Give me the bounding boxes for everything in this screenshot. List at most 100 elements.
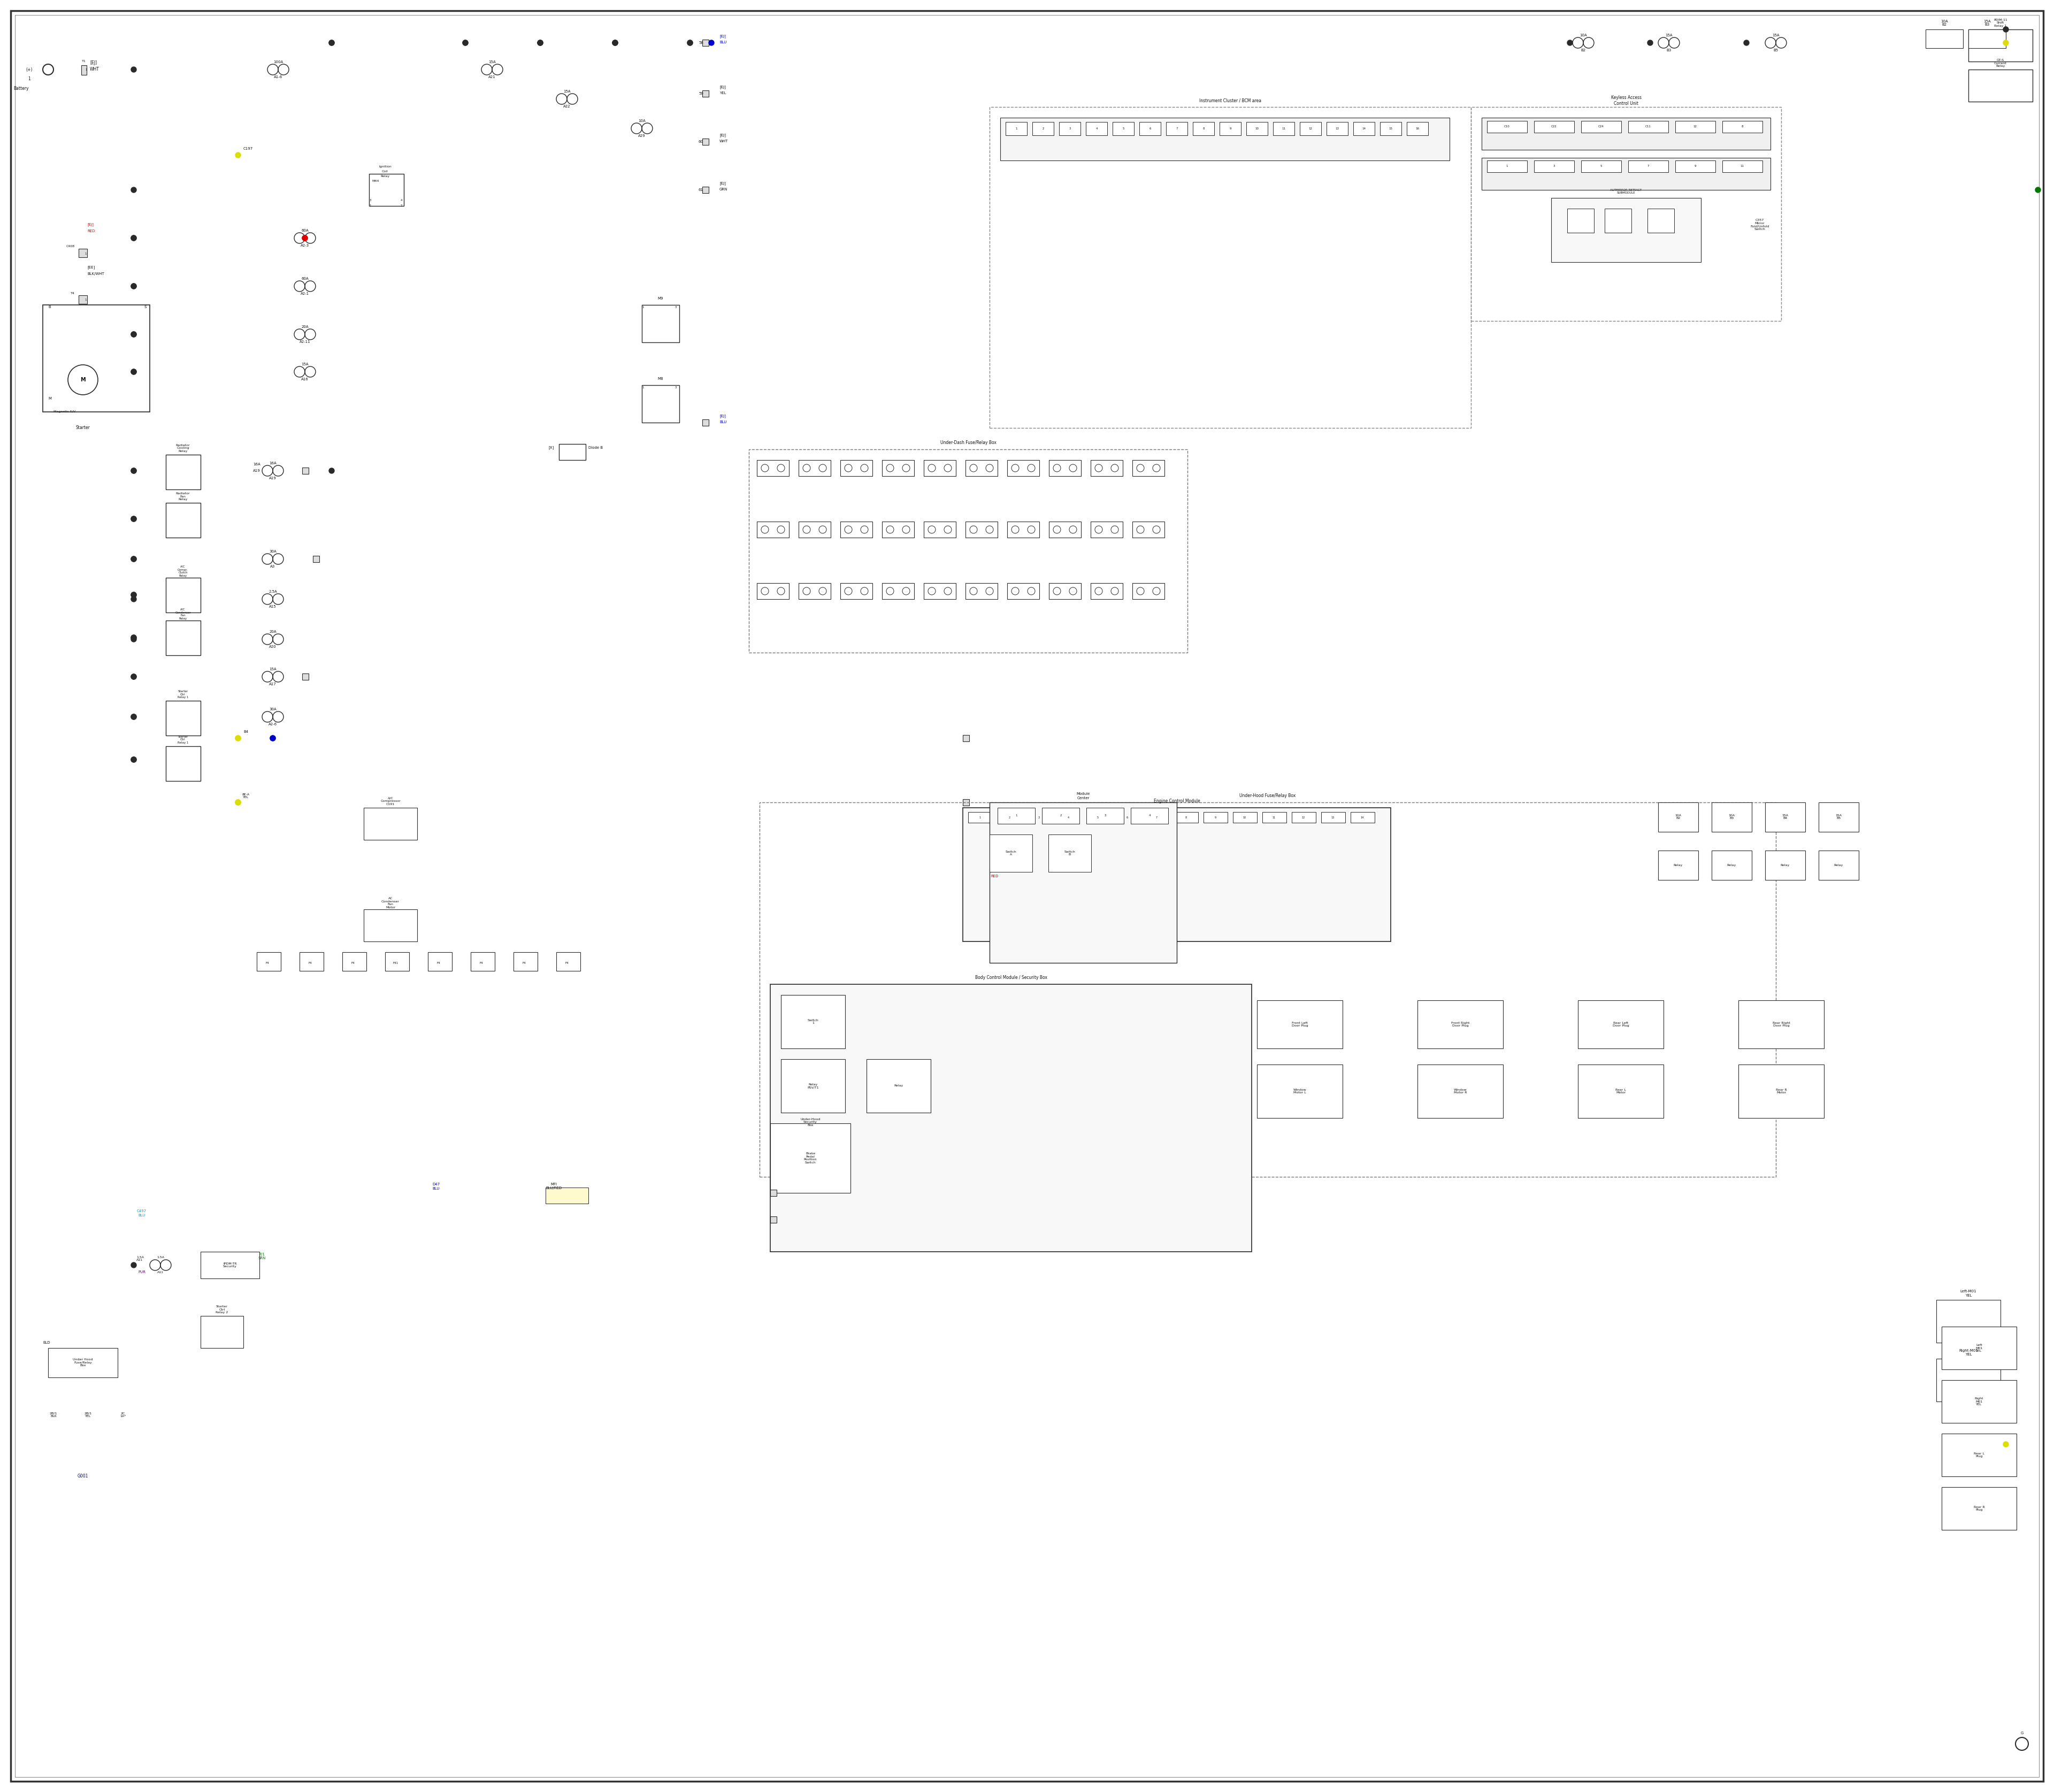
Bar xyxy=(967,812,992,823)
Circle shape xyxy=(131,1262,136,1267)
Circle shape xyxy=(709,39,715,45)
Bar xyxy=(1676,120,1715,133)
Text: Under-Hood Fuse/Relay Box: Under-Hood Fuse/Relay Box xyxy=(1239,794,1296,799)
Bar xyxy=(1193,122,1214,136)
Text: A19: A19 xyxy=(253,470,261,473)
Text: AUTMIRROR RETRACT
SUBMODULE: AUTMIRROR RETRACT SUBMODULE xyxy=(1610,188,1641,194)
Text: (+): (+) xyxy=(27,66,33,72)
Circle shape xyxy=(131,597,136,602)
Circle shape xyxy=(131,756,136,762)
Text: [EE]: [EE] xyxy=(86,265,94,269)
Circle shape xyxy=(2003,39,2009,45)
Bar xyxy=(201,1253,259,1278)
Text: Relay
PSV/T1: Relay PSV/T1 xyxy=(807,1082,820,1090)
Text: M44: M44 xyxy=(372,179,378,183)
Bar xyxy=(1033,122,1054,136)
Text: BLU: BLU xyxy=(719,41,727,43)
Bar xyxy=(1647,208,1674,233)
Bar xyxy=(1091,461,1124,477)
Text: 60A: 60A xyxy=(302,229,308,233)
Text: 11: 11 xyxy=(1282,127,1286,129)
Text: A11: A11 xyxy=(158,1271,164,1274)
Circle shape xyxy=(538,39,542,45)
Text: F4: F4 xyxy=(438,962,440,964)
Circle shape xyxy=(612,39,618,45)
Bar xyxy=(1471,108,1781,321)
Text: Ignition: Ignition xyxy=(378,165,392,168)
Bar xyxy=(990,108,1471,428)
Circle shape xyxy=(131,283,136,289)
Bar xyxy=(1167,122,1187,136)
Text: 30A: 30A xyxy=(269,550,277,554)
Text: 1.5A: 1.5A xyxy=(156,1256,164,1260)
Bar xyxy=(1417,1064,1504,1118)
Text: A3: A3 xyxy=(271,564,275,568)
Text: 20A: 20A xyxy=(302,324,308,328)
Bar xyxy=(1417,1000,1504,1048)
Circle shape xyxy=(131,186,136,192)
Bar xyxy=(1050,521,1080,538)
Bar xyxy=(43,305,150,412)
Bar xyxy=(770,1124,850,1193)
Circle shape xyxy=(131,556,136,561)
Text: 15: 15 xyxy=(1389,127,1393,129)
Bar xyxy=(1091,582,1124,599)
Text: 60A: 60A xyxy=(302,278,308,280)
Text: T1: T1 xyxy=(82,61,86,63)
Bar xyxy=(1577,1064,1664,1118)
Circle shape xyxy=(131,674,136,679)
Bar xyxy=(1327,122,1347,136)
Bar xyxy=(1723,161,1762,172)
Bar xyxy=(1818,803,1859,831)
Text: [EJ]: [EJ] xyxy=(90,61,97,66)
Bar xyxy=(1060,122,1080,136)
Bar xyxy=(924,461,955,477)
Bar xyxy=(1263,812,1286,823)
Bar xyxy=(343,952,366,971)
Text: 58: 58 xyxy=(698,41,702,45)
Text: 10A
B2: 10A B2 xyxy=(1941,20,1947,27)
Text: 20A: 20A xyxy=(269,631,277,633)
Text: GT-S
Current
Relay: GT-S Current Relay xyxy=(1994,59,2007,68)
Text: T4: T4 xyxy=(70,292,74,294)
Text: Front Left
Door Plug: Front Left Door Plug xyxy=(1292,1021,1308,1027)
Text: Left-M01
YEL: Left-M01 YEL xyxy=(1960,1290,1976,1297)
Text: Relay: Relay xyxy=(380,174,390,177)
Text: 10A: 10A xyxy=(639,120,645,122)
Text: Switch
1: Switch 1 xyxy=(807,1020,820,1025)
Bar xyxy=(1818,851,1859,880)
Bar xyxy=(201,1315,242,1348)
Bar xyxy=(770,1217,776,1222)
Bar xyxy=(1292,812,1317,823)
Text: [EJ]: [EJ] xyxy=(719,134,725,138)
Bar xyxy=(1577,1000,1664,1048)
Text: Relay: Relay xyxy=(893,1084,904,1088)
Bar xyxy=(702,419,709,426)
Text: 15A
B4: 15A B4 xyxy=(1781,814,1789,819)
Bar xyxy=(166,577,201,613)
Text: 1.5A
A11: 1.5A A11 xyxy=(136,1256,144,1262)
Text: C497
BLU: C497 BLU xyxy=(138,1210,146,1217)
Circle shape xyxy=(131,556,136,561)
Bar xyxy=(963,808,1391,941)
Text: A/C
Compr.
Clutch
Relay: A/C Compr. Clutch Relay xyxy=(179,564,189,577)
Circle shape xyxy=(131,468,136,473)
Bar xyxy=(1247,122,1267,136)
Text: 2.5A: 2.5A xyxy=(269,590,277,593)
Text: Module
Center: Module Center xyxy=(1076,792,1091,799)
Bar xyxy=(1300,122,1321,136)
Bar xyxy=(1132,582,1165,599)
Bar xyxy=(1352,812,1374,823)
Text: Radiator
Fan
Relay: Radiator Fan Relay xyxy=(177,493,191,500)
Bar xyxy=(963,735,969,742)
Bar xyxy=(1407,122,1428,136)
Text: 14: 14 xyxy=(1360,815,1364,819)
Bar xyxy=(840,461,873,477)
Bar xyxy=(1050,461,1080,477)
Text: YEL: YEL xyxy=(719,91,727,95)
Bar xyxy=(78,296,86,305)
Circle shape xyxy=(131,715,136,719)
Circle shape xyxy=(131,332,136,337)
Bar xyxy=(1481,118,1771,151)
Text: Brake
Pedal
Position
Switch: Brake Pedal Position Switch xyxy=(803,1152,817,1165)
